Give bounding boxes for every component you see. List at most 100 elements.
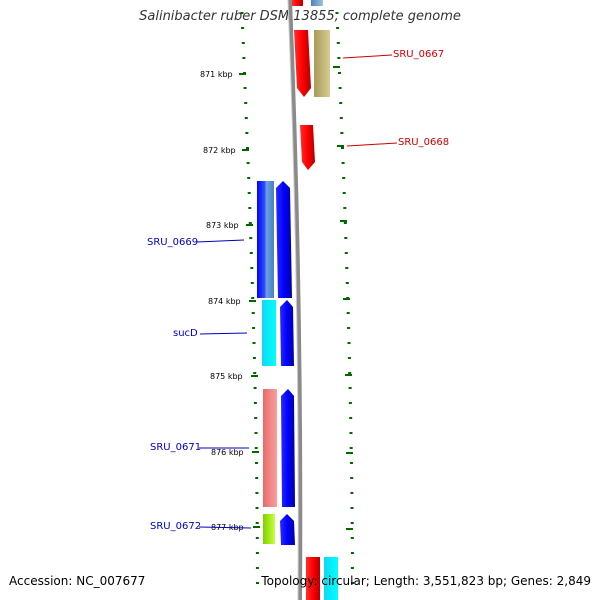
genome-backbone xyxy=(288,0,303,600)
gene-sucD-block[interactable] xyxy=(262,300,276,366)
inner-minor-tick xyxy=(245,132,249,134)
gene-SRU_0668-arrow[interactable] xyxy=(300,125,315,170)
outer-minor-tick xyxy=(350,492,354,494)
outer-minor-tick xyxy=(335,12,339,14)
leader-line xyxy=(199,332,248,335)
outer-minor-tick xyxy=(350,522,354,524)
kbp-label: 872 kbp xyxy=(203,146,236,155)
kbp-tick xyxy=(252,451,259,453)
gene-label-SRU_0668[interactable]: SRU_0668 xyxy=(398,137,449,148)
leader-line xyxy=(198,526,252,529)
gene-label-SRU_0667[interactable]: SRU_0667 xyxy=(393,49,444,60)
kbp-label: 874 kbp xyxy=(208,297,241,306)
outer-minor-tick xyxy=(344,252,348,254)
gene-SRU_0669-arrow[interactable] xyxy=(276,181,292,298)
inner-minor-tick xyxy=(249,237,253,239)
inner-minor-tick xyxy=(240,12,244,14)
kbp-label: 875 kbp xyxy=(210,372,243,381)
outer-minor-tick xyxy=(337,57,341,59)
outer-tick-track xyxy=(335,12,354,584)
inner-minor-tick xyxy=(255,477,259,479)
inner-minor-tick xyxy=(255,507,259,509)
inner-minor-tick xyxy=(252,327,256,329)
inner-minor-tick xyxy=(251,297,255,299)
outer-minor-tick xyxy=(350,552,354,554)
gene-top-steel[interactable] xyxy=(311,0,323,6)
inner-minor-tick xyxy=(250,282,254,284)
gene-labels: SRU_0667 SRU_0668 SRU_0669 sucD SRU_0671… xyxy=(147,49,449,532)
inner-minor-tick xyxy=(251,312,255,314)
inner-minor-tick xyxy=(248,222,252,224)
gene-sucD-arrow[interactable] xyxy=(280,300,294,366)
gene-SRU_0667-arrow[interactable] xyxy=(294,30,311,97)
gene-label-sucD[interactable]: sucD xyxy=(173,328,198,339)
gene-label-SRU_0671[interactable]: SRU_0671 xyxy=(150,442,201,453)
kbp-tick xyxy=(242,149,249,151)
inner-minor-tick xyxy=(247,192,251,194)
kbp-tick xyxy=(251,375,258,377)
outer-minor-tick xyxy=(345,282,349,284)
gene-SRU_0671-arrow[interactable] xyxy=(281,389,295,507)
kbp-tick xyxy=(239,73,246,75)
outer-minor-tick xyxy=(350,537,354,539)
outer-minor-tick xyxy=(338,72,341,74)
leader-line xyxy=(346,142,398,147)
inner-minor-tick xyxy=(253,387,257,389)
outer-minor-tick xyxy=(349,447,353,449)
forward-strand xyxy=(292,0,338,600)
inner-minor-tick xyxy=(254,417,258,419)
inner-minor-tick xyxy=(244,117,248,119)
kbp-tick xyxy=(246,224,253,226)
outer-minor-tick xyxy=(351,582,354,584)
gene-label-SRU_0672[interactable]: SRU_0672 xyxy=(150,521,201,532)
inner-minor-tick xyxy=(255,552,259,554)
gene-SRU_0669-block[interactable] xyxy=(257,181,274,298)
outer-minor-tick xyxy=(347,327,351,329)
inner-minor-tick xyxy=(248,207,252,209)
outer-minor-tick xyxy=(341,147,344,149)
outer-minor-tick xyxy=(342,177,346,179)
outer-minor-tick xyxy=(343,207,347,209)
kbp-label: 876 kbp xyxy=(211,448,244,457)
outer-minor-tick xyxy=(340,132,344,134)
inner-minor-tick xyxy=(253,372,257,374)
outer-minor-tick xyxy=(336,42,340,44)
leader-line xyxy=(342,54,393,59)
gene-SRU_0667-block[interactable] xyxy=(314,30,330,97)
outer-minor-tick xyxy=(341,162,345,164)
inner-minor-tick xyxy=(255,492,259,494)
reverse-strand xyxy=(257,181,295,545)
gene-bottom-red[interactable] xyxy=(306,557,320,600)
outer-minor-tick xyxy=(347,357,351,359)
inner-minor-tick xyxy=(246,147,249,149)
inner-minor-tick xyxy=(241,27,245,29)
outer-minor-tick xyxy=(350,567,354,569)
outer-minor-tick xyxy=(349,417,353,419)
leader-line xyxy=(196,239,245,243)
outer-minor-tick xyxy=(343,222,347,224)
gene-top-red[interactable] xyxy=(292,0,303,6)
kbp-label: 871 kbp xyxy=(200,70,233,79)
inner-minor-tick xyxy=(252,342,256,344)
gene-SRU_0672-arrow[interactable] xyxy=(280,514,295,545)
outer-minor-tick xyxy=(348,387,352,389)
inner-minor-tick xyxy=(255,567,259,569)
outer-major-ticks xyxy=(333,66,353,530)
inner-minor-tick xyxy=(255,537,259,539)
gene-SRU_0672-block[interactable] xyxy=(263,514,275,544)
gene-label-SRU_0669[interactable]: SRU_0669 xyxy=(147,237,198,248)
inner-minor-tick xyxy=(253,402,257,404)
gene-bottom-cyan[interactable] xyxy=(324,557,338,600)
inner-minor-tick xyxy=(244,102,248,104)
kbp-tick xyxy=(249,300,256,302)
accession-text: Accession: NC_007677 xyxy=(9,574,146,588)
inner-minor-tick xyxy=(254,447,258,449)
outer-minor-tick xyxy=(338,87,342,89)
outer-minor-tick xyxy=(348,402,352,404)
inner-minor-tick xyxy=(246,162,250,164)
outer-minor-tick xyxy=(350,507,354,509)
gene-SRU_0671-block[interactable] xyxy=(263,389,277,507)
outer-minor-tick xyxy=(347,342,351,344)
